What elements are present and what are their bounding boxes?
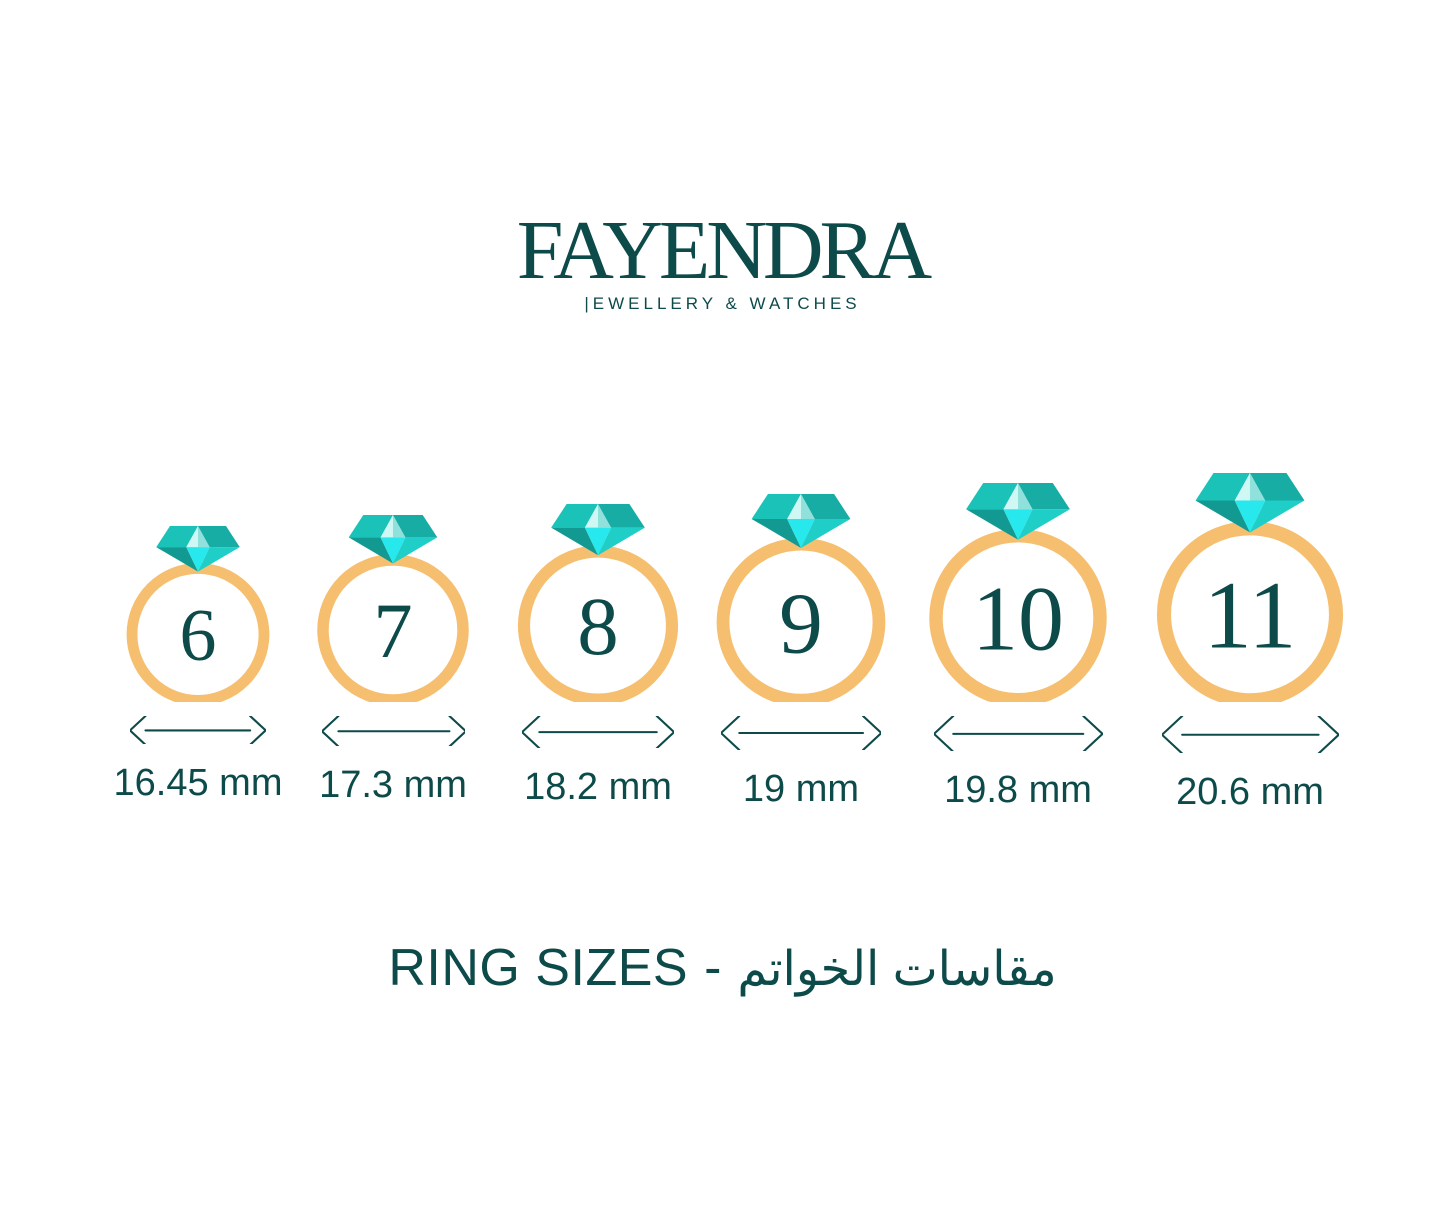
svg-text:8: 8 <box>577 581 618 673</box>
svg-text:11: 11 <box>1204 561 1297 668</box>
svg-text:7: 7 <box>374 587 413 674</box>
svg-text:9: 9 <box>779 574 823 671</box>
svg-text:10: 10 <box>972 568 1064 670</box>
svg-text:6: 6 <box>179 594 216 676</box>
